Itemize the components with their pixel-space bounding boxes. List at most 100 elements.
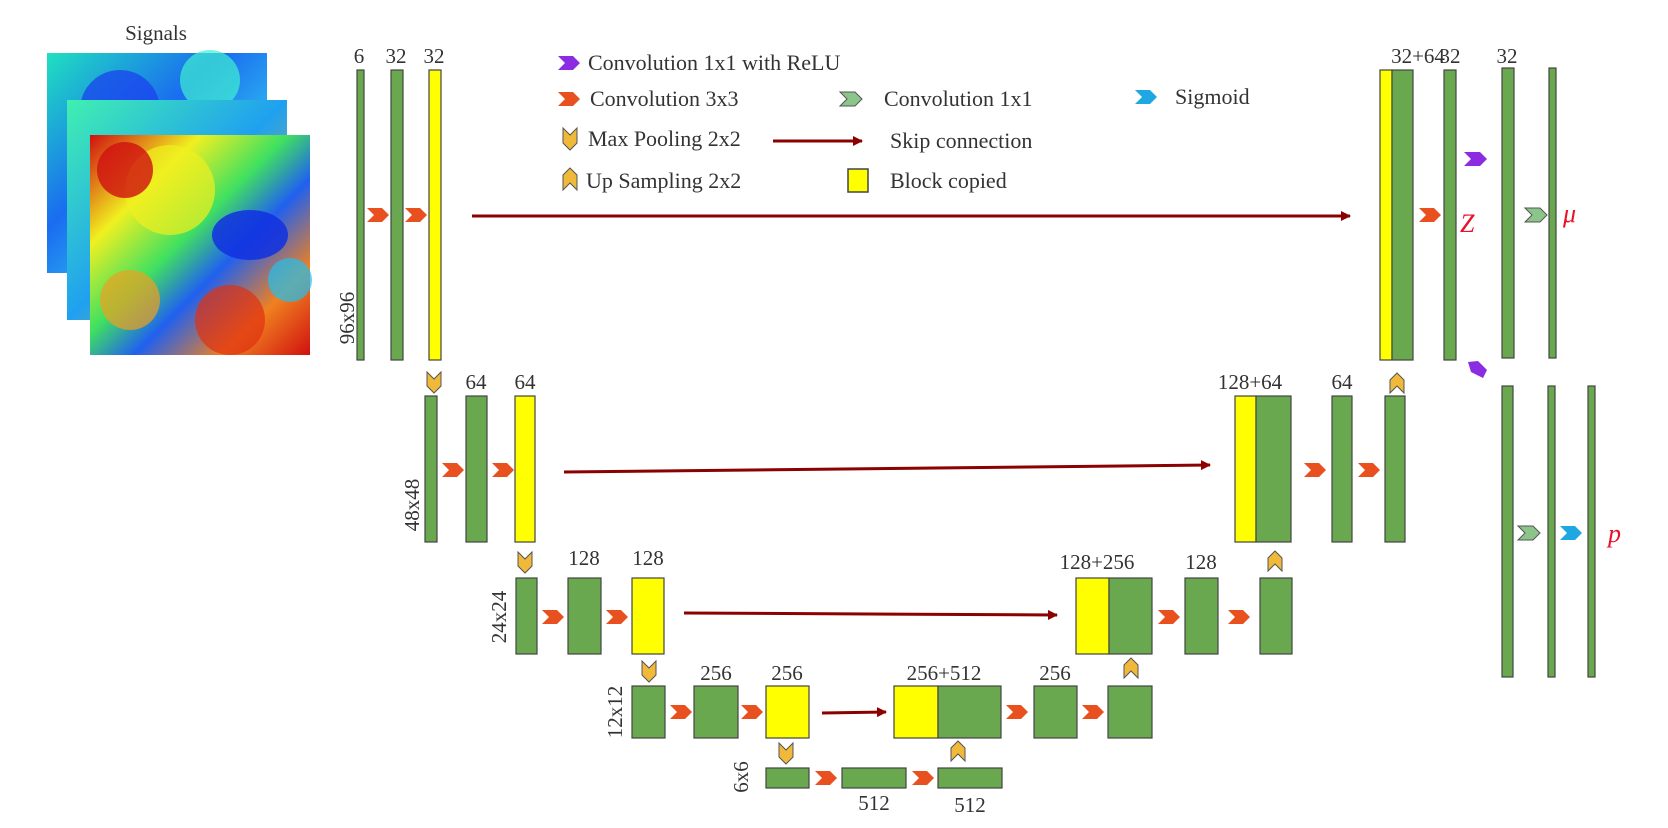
maxpool-legend-icon xyxy=(562,126,578,151)
channel-32: 32 xyxy=(386,44,407,68)
resolution-24: 24x24 xyxy=(487,590,511,643)
block-enc1-32a xyxy=(390,69,404,361)
conv3x3-icon xyxy=(1228,610,1250,624)
block-dec2-copied xyxy=(1234,395,1257,543)
output-z-label: Z xyxy=(1460,209,1475,238)
conv3x3-icon xyxy=(542,610,564,624)
block-dec3-128b xyxy=(1259,577,1293,655)
output-mu-label: μ xyxy=(1562,199,1576,228)
conv3x3-icon xyxy=(1419,208,1441,222)
block-dec2-concat xyxy=(1255,395,1292,543)
block-p-out xyxy=(1587,385,1596,678)
legend-upsample: Up Sampling 2x2 xyxy=(586,168,741,193)
channel-256-plus-512: 256+512 xyxy=(907,661,982,685)
conv1x1-legend-icon xyxy=(838,91,863,107)
block-dec1-32 xyxy=(1443,69,1457,361)
conv3x3-icon xyxy=(442,463,464,477)
resolution-96: 96x96 xyxy=(335,292,359,345)
conv3x3-icon xyxy=(1358,463,1380,477)
conv3x3-icon xyxy=(670,705,692,719)
resolution-12: 12x12 xyxy=(603,686,627,739)
maxpool-icon xyxy=(517,550,533,574)
block-enc1-6 xyxy=(356,69,365,361)
block-dec4-256b xyxy=(1107,685,1153,739)
channel-128-plus-64: 128+64 xyxy=(1218,370,1283,394)
signals-title: Signals xyxy=(125,21,187,45)
upsample-icon xyxy=(1267,550,1283,573)
block-enc2-32 xyxy=(424,395,438,543)
conv3x3-icon xyxy=(405,208,427,222)
conv3x3-icon xyxy=(741,705,763,719)
upsample-icon xyxy=(1389,372,1405,395)
block-p-mid xyxy=(1547,385,1556,678)
channel-256: 256 xyxy=(1039,661,1071,685)
block-dec4-concat xyxy=(937,685,1002,739)
conv3x3-icon xyxy=(1304,463,1326,477)
block-bottleneck-512b xyxy=(937,767,1003,789)
channel-32: 32 xyxy=(1497,44,1518,68)
block-enc1-32b-copied xyxy=(428,69,442,361)
conv3x3-icon xyxy=(367,208,389,222)
upsample-legend-icon xyxy=(562,167,578,192)
sigmoid-legend-icon xyxy=(1135,90,1157,104)
resolution-48: 48x48 xyxy=(400,479,424,532)
channel-128-plus-256: 128+256 xyxy=(1060,550,1135,574)
channel-6: 6 xyxy=(354,44,365,68)
conv3x3-icon xyxy=(1158,610,1180,624)
channel-512: 512 xyxy=(858,791,890,815)
conv3x3-icon xyxy=(815,771,837,785)
conv1x1-relu-icon xyxy=(1468,361,1487,378)
resolution-6: 6x6 xyxy=(729,761,753,793)
conv1x1-relu-icon xyxy=(1464,152,1487,166)
block-dec3-128a xyxy=(1184,577,1219,655)
legend-skip: Skip connection xyxy=(890,128,1032,153)
conv1x1-relu-legend-icon xyxy=(558,56,580,70)
upsample-icon xyxy=(950,740,966,763)
legend-sigmoid: Sigmoid xyxy=(1175,84,1250,109)
block-enc3-64 xyxy=(515,577,538,655)
block-dec1-concat xyxy=(1391,69,1414,361)
conv3x3-icon xyxy=(606,610,628,624)
legend-conv1x1: Convolution 1x1 xyxy=(884,86,1033,111)
sigmoid-icon xyxy=(1560,526,1582,540)
conv1x1-icon xyxy=(1523,207,1548,223)
conv1x1-icon xyxy=(1516,525,1541,541)
block-p-32 xyxy=(1501,385,1514,678)
maxpool-icon xyxy=(778,741,794,765)
block-dec1-copied xyxy=(1379,69,1393,361)
block-enc2-64b-copied xyxy=(514,395,536,543)
block-dec4-copied xyxy=(893,685,939,739)
maxpool-icon xyxy=(641,659,657,683)
channel-512: 512 xyxy=(954,793,986,817)
block-enc4-256a xyxy=(693,685,739,739)
block-enc4-256b-copied xyxy=(765,685,810,739)
skip-connection-3 xyxy=(683,609,1058,620)
legend-conv3x3: Convolution 3x3 xyxy=(590,86,739,111)
channel-32: 32 xyxy=(1440,44,1461,68)
conv3x3-icon xyxy=(1082,705,1104,719)
conv3x3-legend-icon xyxy=(558,92,580,106)
block-enc4-128 xyxy=(631,685,666,739)
block-enc3-128b-copied xyxy=(631,577,665,655)
block-enc3-128a xyxy=(567,577,602,655)
channel-32-plus-64: 32+64 xyxy=(1391,44,1445,68)
conv3x3-icon xyxy=(912,771,934,785)
block-mu-32 xyxy=(1501,67,1515,359)
channel-256: 256 xyxy=(700,661,732,685)
maxpool-icon xyxy=(426,370,442,394)
conv3x3-icon xyxy=(1006,705,1028,719)
block-bottleneck-256 xyxy=(765,767,810,789)
upsample-icon xyxy=(1123,657,1139,680)
channel-64: 64 xyxy=(515,370,537,394)
channel-64: 64 xyxy=(1332,370,1354,394)
output-p-label: p xyxy=(1606,519,1621,548)
skip-connection-2 xyxy=(563,460,1211,474)
channel-32: 32 xyxy=(424,44,445,68)
channel-128: 128 xyxy=(1185,550,1217,574)
legend: Convolution 1x1 with ReLU Convolution 3x… xyxy=(558,50,1250,193)
conv3x3-icon xyxy=(492,463,514,477)
block-dec2-64b xyxy=(1384,395,1406,543)
block-dec3-concat xyxy=(1108,577,1153,655)
channel-256: 256 xyxy=(771,661,803,685)
block-dec4-256a xyxy=(1033,685,1078,739)
